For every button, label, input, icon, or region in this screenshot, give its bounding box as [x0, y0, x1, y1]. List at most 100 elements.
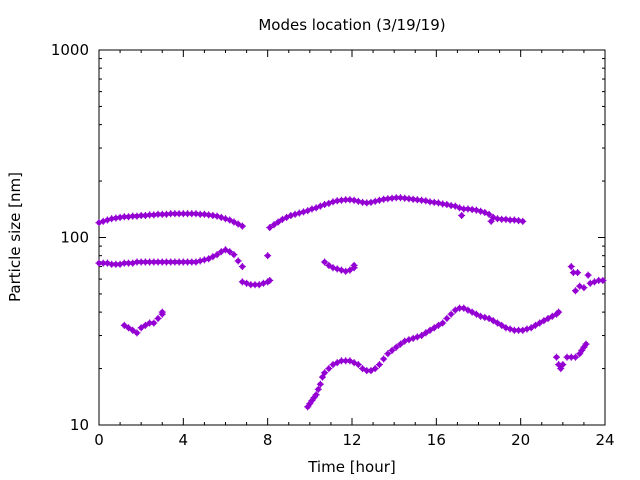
data-point: [443, 314, 451, 322]
data-point: [580, 284, 588, 292]
data-point: [555, 361, 563, 369]
data-point: [314, 385, 322, 393]
points-group: [95, 194, 607, 411]
data-point: [531, 321, 539, 329]
data-point: [485, 210, 493, 218]
data-point: [321, 258, 329, 266]
data-point: [396, 340, 404, 348]
data-point: [133, 329, 141, 337]
data-point: [346, 266, 354, 274]
x-tick-label: 4: [179, 431, 189, 449]
data-point: [184, 210, 192, 218]
data-point: [337, 357, 345, 365]
data-point: [540, 317, 548, 325]
data-point: [137, 212, 145, 220]
data-point: [158, 308, 166, 316]
data-point: [559, 361, 567, 369]
x-tick-label: 24: [595, 431, 614, 449]
y-tick-label: 1000: [51, 41, 89, 59]
data-point: [375, 361, 383, 369]
data-point: [548, 312, 556, 320]
data-point: [388, 194, 396, 202]
data-point: [426, 326, 434, 334]
data-point: [498, 321, 506, 329]
data-point: [350, 359, 358, 367]
data-point: [434, 321, 442, 329]
data-point: [209, 253, 217, 261]
data-point: [274, 218, 282, 226]
data-point: [230, 218, 238, 226]
x-tick-label: 0: [94, 431, 104, 449]
data-point: [95, 259, 103, 267]
data-point: [359, 365, 367, 373]
data-point: [150, 319, 158, 327]
x-tick-label: 12: [342, 431, 361, 449]
data-point: [325, 261, 333, 269]
data-point: [527, 324, 535, 332]
data-point: [226, 216, 234, 224]
data-point: [266, 276, 274, 284]
data-point: [150, 211, 158, 219]
data-point: [196, 210, 204, 218]
data-point: [468, 308, 476, 316]
data-point: [318, 373, 326, 381]
y-tick-label: 100: [60, 229, 89, 247]
data-point: [458, 212, 466, 220]
data-point: [112, 214, 120, 222]
plot-frame: [98, 49, 606, 426]
data-point: [234, 257, 242, 265]
data-point: [384, 195, 392, 203]
data-point: [430, 324, 438, 332]
chart-title: Modes location (3/19/19): [258, 16, 445, 34]
data-point: [146, 258, 154, 266]
data-point: [460, 304, 468, 312]
data-point: [337, 196, 345, 204]
data-point: [544, 314, 552, 322]
x-tick-label: 8: [263, 431, 273, 449]
x-axis-label: Time [hour]: [307, 458, 396, 476]
data-point: [447, 310, 455, 318]
data-point: [519, 217, 527, 225]
data-point: [493, 319, 501, 327]
data-point: [125, 324, 133, 332]
data-point: [485, 314, 493, 322]
data-point: [158, 210, 166, 218]
data-point: [371, 365, 379, 373]
data-point: [472, 310, 480, 318]
data-point: [329, 361, 337, 369]
data-point: [205, 255, 213, 263]
y-axis-label: Particle size [nm]: [6, 172, 24, 302]
data-point: [325, 365, 333, 373]
data-point: [392, 194, 400, 202]
data-point: [213, 251, 221, 259]
data-point: [316, 380, 324, 388]
data-point: [312, 391, 320, 399]
data-point: [278, 215, 286, 223]
data-point: [270, 221, 278, 229]
data-point: [234, 220, 242, 228]
y-tick-label: 10: [70, 416, 89, 434]
data-point: [439, 319, 447, 327]
data-point: [230, 251, 238, 259]
data-point: [384, 350, 392, 358]
data-point: [137, 258, 145, 266]
data-point: [536, 319, 544, 327]
data-point: [571, 353, 579, 361]
data-point: [238, 222, 246, 230]
data-point: [487, 217, 495, 225]
data-point: [557, 365, 565, 373]
data-point: [555, 308, 563, 316]
data-point: [226, 248, 234, 256]
data-point: [418, 332, 426, 340]
data-point: [222, 246, 229, 254]
data-point: [392, 343, 400, 351]
data-point: [418, 196, 426, 204]
data-point: [464, 306, 472, 314]
data-point: [464, 205, 472, 213]
data-point: [584, 271, 592, 279]
data-point: [120, 321, 128, 329]
data-point: [129, 326, 137, 334]
ticks-group: 0 4 8 12 16 20 24 10 100 1000: [51, 41, 615, 449]
data-point: [141, 321, 149, 329]
data-point: [599, 276, 607, 284]
